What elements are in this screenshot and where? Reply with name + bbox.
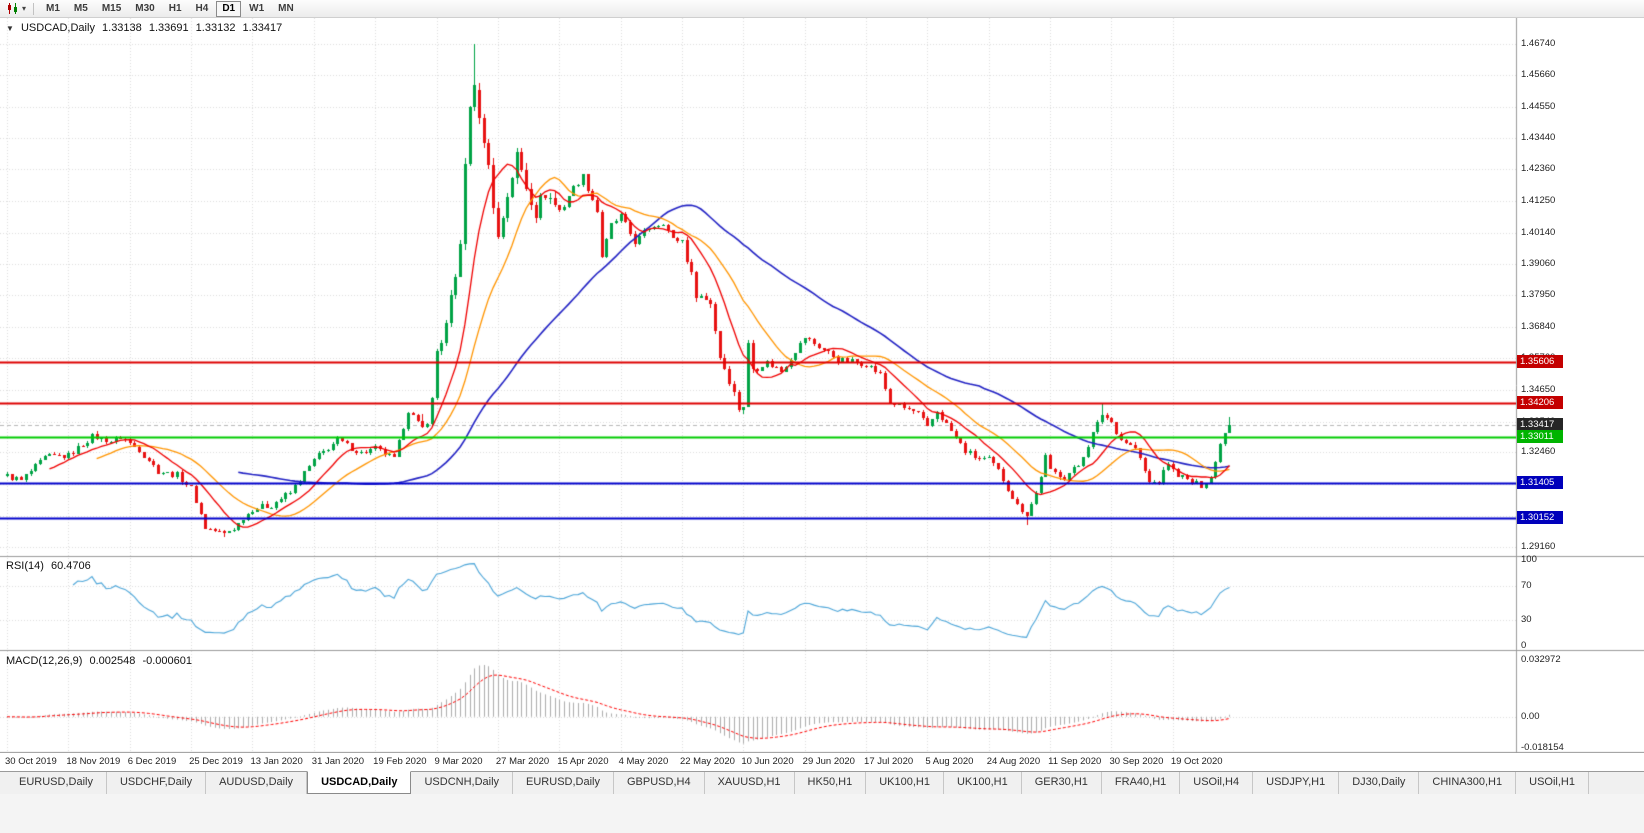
- chart-title: ▼ USDCAD,Daily 1.33138 1.33691 1.33132 1…: [6, 22, 286, 34]
- date-axis-label: 6 Dec 2019: [127, 756, 177, 767]
- date-axis-label: 30 Oct 2019: [5, 756, 57, 767]
- price-axis-tick: 1.41250: [1521, 195, 1556, 207]
- price-axis-tick: 1.42360: [1521, 163, 1556, 175]
- date-axis-label: 11 Sep 2020: [1048, 756, 1102, 767]
- macd-main-value: 0.002548: [89, 655, 136, 667]
- price-axis-tick: 1.29160: [1521, 540, 1556, 552]
- price-axis-tick: 70: [1521, 579, 1532, 591]
- chart-tab[interactable]: AUDUSD,Daily: [206, 772, 308, 794]
- price-axis-tick: 1.43440: [1521, 132, 1556, 144]
- chart-tab[interactable]: USDCHF,Daily: [106, 772, 207, 794]
- resistance-line-upper-badge: 1.35606: [1517, 355, 1563, 369]
- timeframe-button-mn[interactable]: MN: [278, 2, 294, 14]
- chart-tab[interactable]: USDCAD,Daily: [307, 771, 412, 794]
- date-axis-label: 4 May 2020: [618, 756, 669, 767]
- ohlc-open: 1.33138: [102, 22, 142, 34]
- price-axis[interactable]: 1.46740 1.45660 1.44550 1.43440 1.42360 1.412…: [1516, 18, 1644, 753]
- date-axis-label: 27 Mar 2020: [495, 756, 550, 767]
- price-axis-tick: 1.34650: [1521, 383, 1556, 395]
- date-axis-label: 10 Jun 2020: [741, 756, 794, 767]
- chart-type-dropdown-icon[interactable]: ▾: [22, 4, 27, 13]
- price-axis-tick: 0: [1521, 640, 1527, 651]
- current-price-line-badge: 1.33417: [1517, 418, 1563, 432]
- price-axis-tick: 1.36840: [1521, 321, 1556, 333]
- support-line-green-badge: 1.33011: [1517, 429, 1563, 443]
- timeframe-toolbar: ▾ M1 M5 M15 M30 H1 H4 D1 W1 MN: [0, 0, 1644, 18]
- date-axis-label: 15 Apr 2020: [557, 756, 609, 767]
- price-axis-tick: 1.46740: [1521, 38, 1556, 50]
- date-axis-label: 25 Dec 2019: [189, 756, 243, 767]
- support-line-blue-lower-badge: 1.30152: [1517, 511, 1563, 525]
- chart-tab[interactable]: GBPUSD,H4: [614, 772, 705, 794]
- ohlc-low: 1.33132: [195, 22, 236, 34]
- timeframe-button-d1[interactable]: D1: [216, 0, 242, 17]
- chart-tab[interactable]: EURUSD,Daily: [513, 772, 614, 794]
- chart-tab[interactable]: DJ30,Daily: [1339, 772, 1420, 794]
- price-axis-tick: 1.39060: [1521, 257, 1556, 269]
- chart-tab[interactable]: HK50,H1: [794, 772, 867, 794]
- collapse-chart-icon[interactable]: ▼: [6, 24, 14, 33]
- timeframe-button-w1[interactable]: W1: [249, 2, 265, 14]
- chart-tab[interactable]: USDJPY,H1: [1253, 772, 1340, 794]
- chart-symbol-label: USDCAD,Daily: [20, 22, 95, 34]
- price-axis-tick: 1.40140: [1521, 226, 1556, 238]
- timeframe-button-m5[interactable]: M5: [73, 2, 88, 14]
- toolbar-separator: [33, 2, 35, 15]
- resistance-line-lower-badge: 1.34206: [1517, 395, 1563, 409]
- support-line-blue-upper-badge: 1.31405: [1517, 475, 1563, 489]
- chart-tab[interactable]: XAUUSD,H1: [704, 772, 795, 794]
- chart-area: ▼ USDCAD,Daily 1.33138 1.33691 1.33132 1…: [0, 18, 1644, 753]
- rsi-indicator-label: RSI(14) 60.4706: [6, 560, 95, 572]
- price-axis-tick: 1.44550: [1521, 100, 1556, 112]
- chart-tab[interactable]: UK100,H1: [866, 772, 944, 794]
- date-axis-label: 29 Jun 2020: [802, 756, 855, 767]
- date-axis-label: 13 Jan 2020: [250, 756, 303, 767]
- rsi-value: 60.4706: [50, 560, 91, 572]
- chart-tabs-bar: EURUSD,Daily USDCHF,Daily AUDUSD,Daily USDC…: [0, 771, 1644, 794]
- chart-tab[interactable]: USOil,H4: [1180, 772, 1254, 794]
- price-axis-tick: 30: [1521, 614, 1532, 626]
- price-axis-tick: 1.45660: [1521, 68, 1556, 80]
- date-axis-label: 30 Sep 2020: [1109, 756, 1164, 767]
- price-axis-tick: 0.032972: [1521, 654, 1561, 665]
- chart-tab[interactable]: FRA40,H1: [1101, 772, 1181, 794]
- chart-tab[interactable]: CHINA300,H1: [1419, 772, 1517, 794]
- macd-name: MACD(12,26,9): [6, 655, 83, 667]
- status-strip: [0, 794, 1644, 833]
- price-axis-tick: 1.37950: [1521, 289, 1556, 301]
- price-axis-tick: 1.32460: [1521, 446, 1556, 458]
- chart-tab[interactable]: USDCNH,Daily: [411, 772, 514, 794]
- time-axis[interactable]: 30 Oct 2019 18 Nov 2019 6 Dec 2019 25 Dec 2…: [0, 753, 1516, 771]
- price-axis-tick: 0.00: [1521, 710, 1540, 722]
- timeframe-button-h4[interactable]: H4: [195, 2, 209, 14]
- date-axis-label: 24 Aug 2020: [986, 756, 1041, 767]
- ohlc-high: 1.33691: [148, 22, 189, 34]
- timeframe-button-m1[interactable]: M1: [46, 2, 60, 14]
- timeframe-button-h1[interactable]: H1: [168, 2, 182, 14]
- date-axis-label: 19 Feb 2020: [373, 756, 427, 767]
- price-axis-tick: -0.018154: [1521, 742, 1564, 753]
- chart-tab[interactable]: USOil,H1: [1516, 772, 1589, 794]
- date-axis-label: 19 Oct 2020: [1170, 756, 1223, 767]
- timeframe-button-m15[interactable]: M15: [101, 2, 122, 14]
- macd-signal-value: -0.000601: [142, 655, 192, 667]
- rsi-name: RSI(14): [6, 560, 44, 572]
- date-axis-label: 17 Jul 2020: [864, 756, 914, 767]
- chart-tab[interactable]: EURUSD,Daily: [6, 772, 107, 794]
- chart-canvas[interactable]: [0, 18, 1644, 753]
- macd-indicator-label: MACD(12,26,9) 0.002548 -0.000601: [6, 655, 196, 667]
- date-axis-label: 9 Mar 2020: [434, 756, 483, 767]
- date-axis-label: 18 Nov 2019: [66, 756, 121, 767]
- chart-type-icon[interactable]: [6, 3, 20, 14]
- ohlc-close: 1.33417: [242, 22, 283, 34]
- date-axis-label: 5 Aug 2020: [925, 756, 974, 767]
- date-axis-label: 22 May 2020: [679, 756, 735, 767]
- chart-tab[interactable]: UK100,H1: [943, 772, 1022, 794]
- date-axis-label: 31 Jan 2020: [311, 756, 365, 767]
- price-axis-tick: 100: [1521, 554, 1537, 565]
- chart-tab[interactable]: GER30,H1: [1021, 772, 1102, 794]
- timeframe-button-m30[interactable]: M30: [135, 2, 155, 14]
